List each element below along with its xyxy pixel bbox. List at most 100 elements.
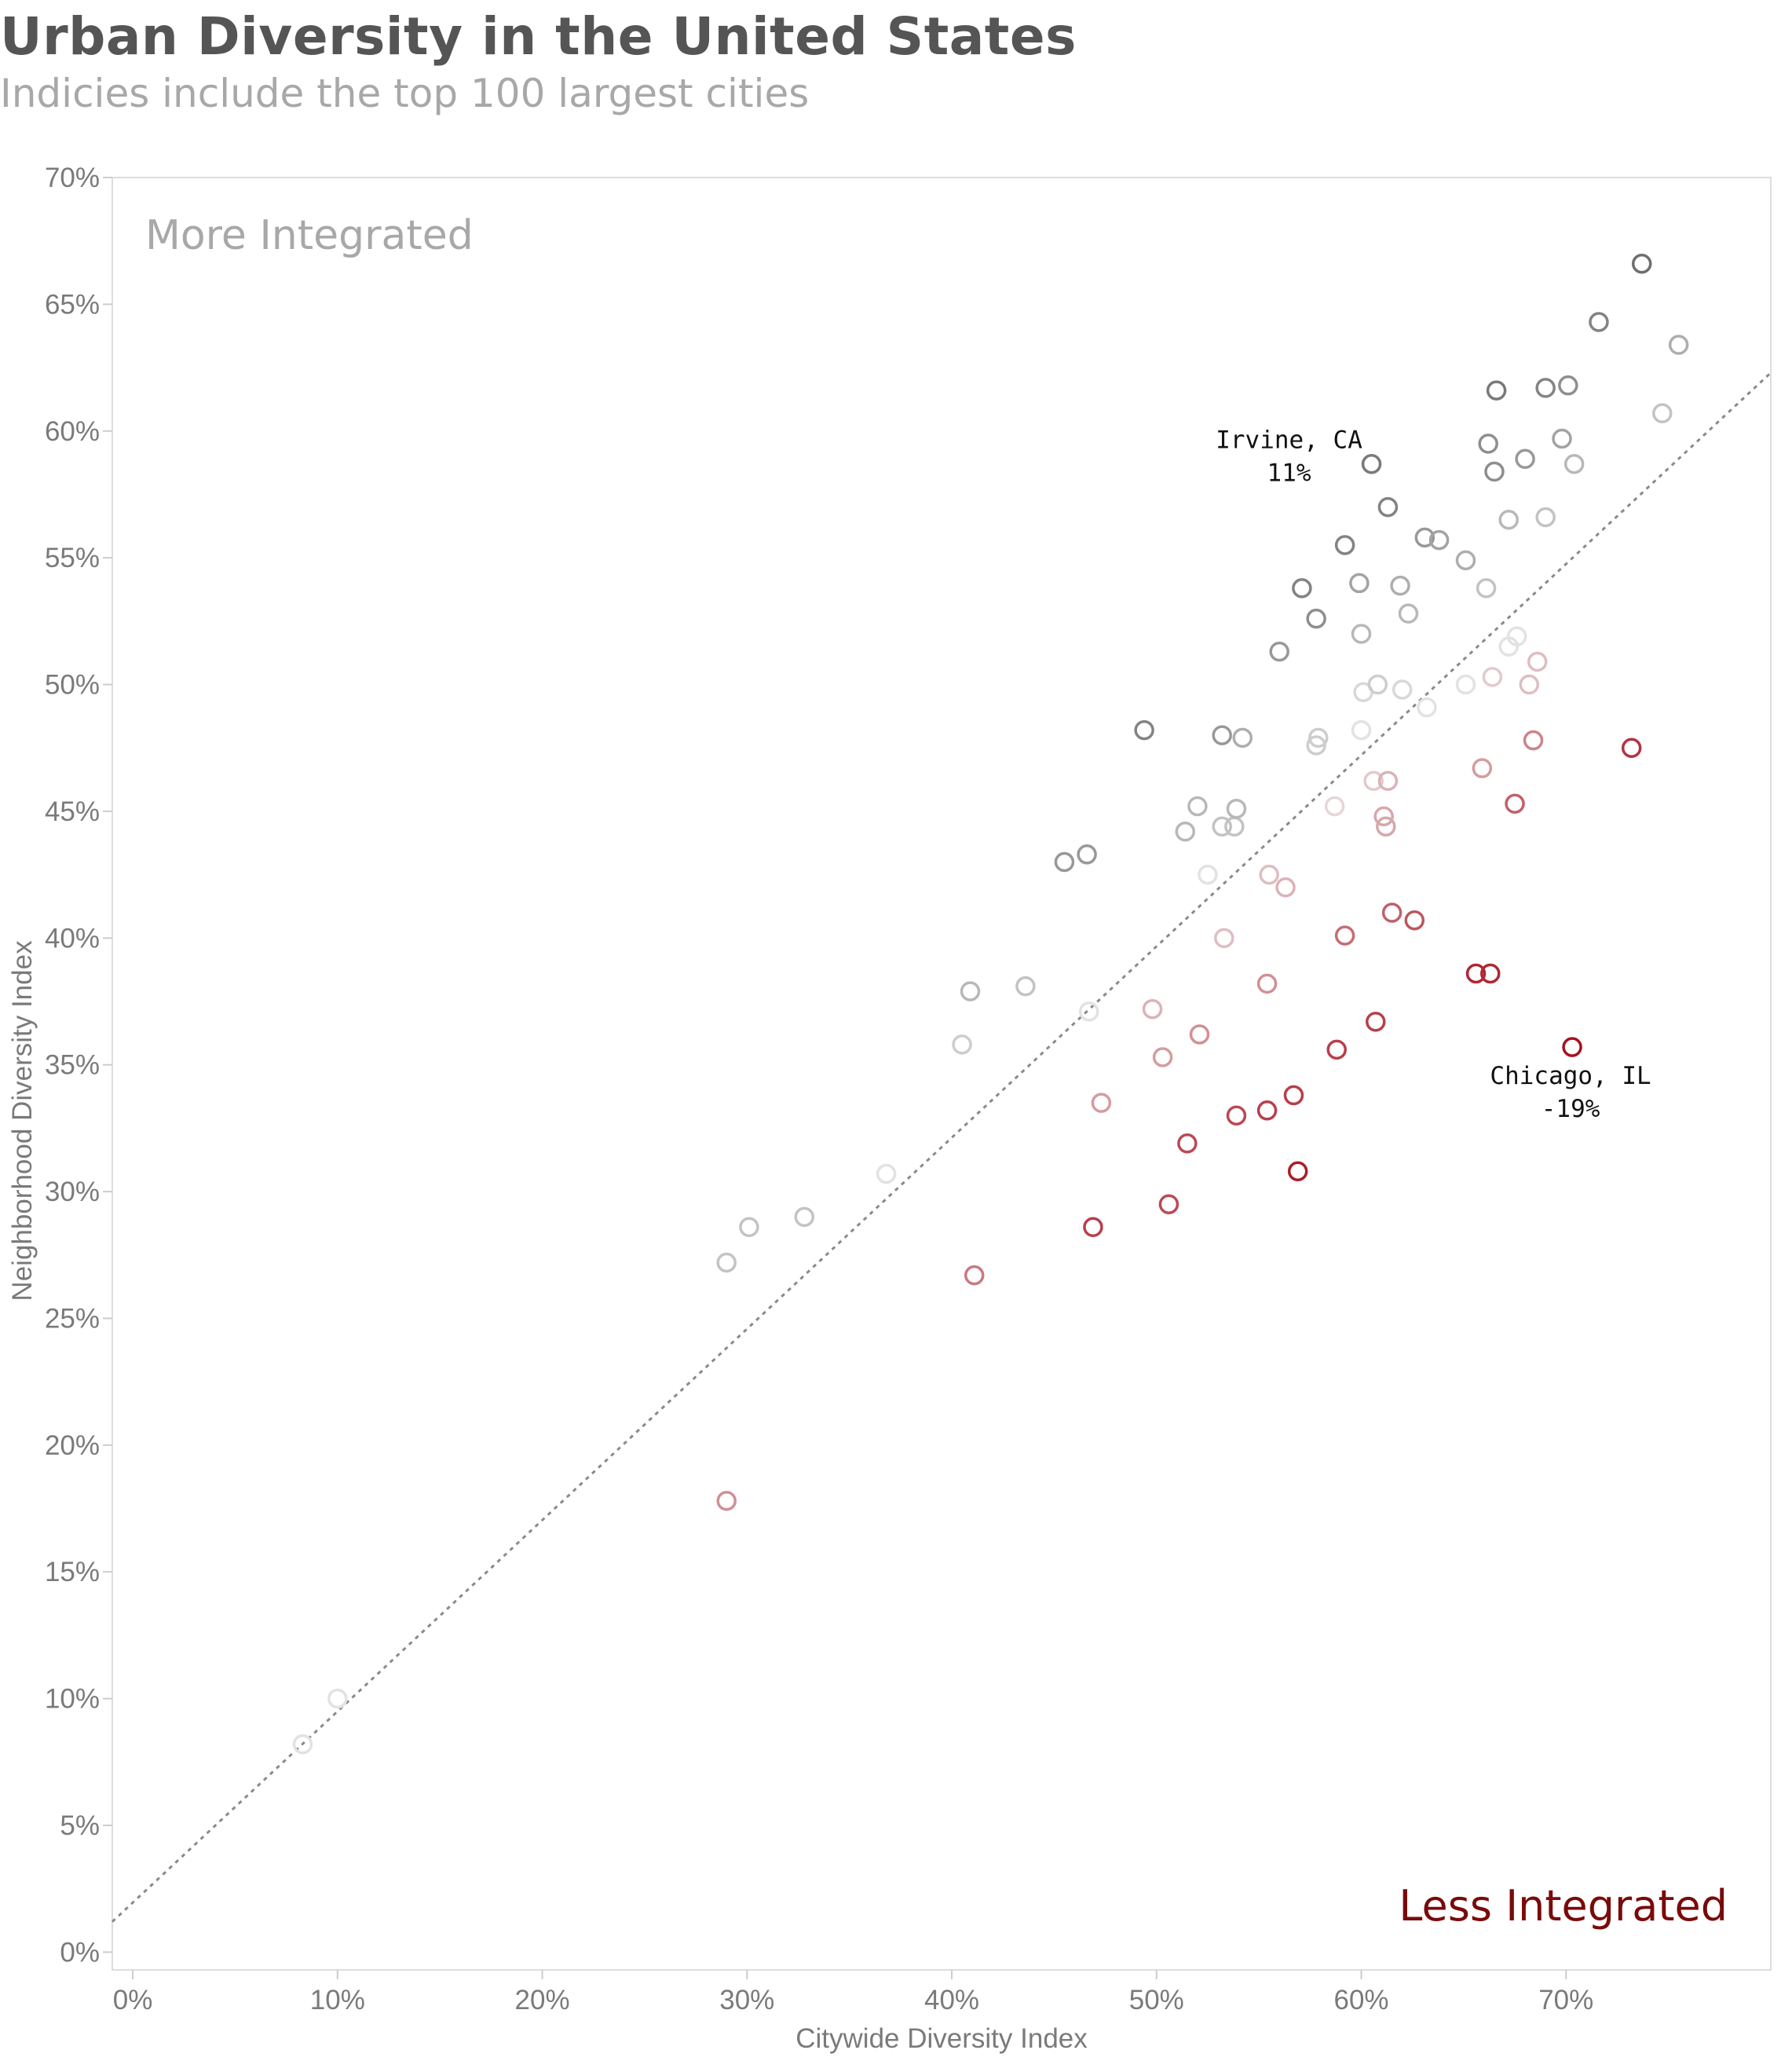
data-point — [1306, 608, 1326, 629]
data-point — [1283, 1085, 1304, 1106]
data-point — [1373, 806, 1394, 827]
data-point — [1376, 816, 1396, 837]
data-point — [1621, 738, 1642, 758]
y-tick-label: 5% — [60, 1810, 100, 1841]
data-point — [1535, 507, 1556, 528]
data-point — [952, 1034, 972, 1055]
y-tick-label: 20% — [45, 1430, 100, 1461]
data-point — [1480, 963, 1501, 984]
data-point — [1381, 902, 1402, 923]
data-point — [1308, 727, 1329, 749]
annotations: Irvine, CA 11% Chicago, IL -19% — [1216, 426, 1651, 1123]
data-point — [1256, 973, 1278, 994]
data-point — [1351, 624, 1372, 644]
data-point — [1668, 335, 1689, 355]
data-point — [1363, 771, 1384, 791]
data-point — [1256, 1100, 1278, 1121]
data-point — [1326, 1039, 1347, 1060]
data-point — [964, 1265, 985, 1286]
data-point — [1054, 851, 1075, 873]
data-point — [1361, 453, 1382, 474]
data-point — [1275, 877, 1296, 898]
chart-subtitle: Indicies include the top 100 largest cit… — [0, 71, 810, 116]
data-point — [1404, 910, 1425, 931]
data-point — [1232, 727, 1253, 749]
annotation-city: Chicago, IL — [1490, 1062, 1651, 1090]
data-point — [1189, 1024, 1210, 1045]
x-axis-label: Citywide Diversity Index — [795, 2023, 1088, 2054]
data-point — [1505, 793, 1525, 814]
data-point — [1287, 1161, 1308, 1182]
data-point — [1519, 674, 1540, 695]
data-point — [1292, 578, 1312, 599]
data-point — [1226, 798, 1247, 819]
data-point — [1367, 674, 1388, 695]
annotation-city: Irvine, CA — [1216, 426, 1362, 455]
data-point — [1349, 573, 1370, 594]
data-point — [1152, 1047, 1173, 1067]
y-tick-label: 60% — [45, 416, 100, 447]
y-tick-label: 70% — [45, 163, 100, 193]
y-tick-label: 30% — [45, 1177, 100, 1207]
data-point — [1377, 496, 1399, 518]
y-tick-label: 50% — [45, 670, 100, 701]
x-axis-ticks: 0% 10% 20% 30% 40% 50% 60% 70% — [113, 1970, 1593, 2015]
y-axis-label: Neighborhood Diversity Index — [7, 940, 38, 1301]
x-tick-label: 50% — [1129, 1985, 1184, 2015]
data-point — [1306, 735, 1326, 756]
x-tick-label: 40% — [924, 1985, 979, 2015]
data-point — [1177, 1133, 1198, 1154]
data-point — [716, 1252, 737, 1273]
data-point — [1428, 529, 1450, 551]
data-point — [876, 1163, 897, 1184]
data-point — [1417, 697, 1437, 718]
data-points — [292, 253, 1689, 1755]
y-tick-label: 25% — [45, 1303, 100, 1334]
plot-area — [112, 177, 1772, 1971]
annotation-value: 11% — [1267, 459, 1311, 488]
y-axis-ticks: 0% 5% 10% 15% 20% 25% 30% 35% 40% 45% 50% 55% 60% 65%… — [45, 163, 112, 1968]
data-point — [1259, 864, 1279, 885]
data-point — [1476, 578, 1497, 599]
x-tick-label: 20% — [515, 1985, 570, 2015]
data-point — [1212, 816, 1232, 837]
data-point — [1652, 403, 1673, 423]
data-point — [1351, 719, 1372, 741]
data-point — [1558, 375, 1578, 396]
data-point — [1214, 928, 1234, 949]
data-point — [1398, 603, 1419, 624]
data-point — [1083, 1217, 1103, 1238]
data-point — [1158, 1194, 1179, 1214]
data-point — [1212, 725, 1232, 745]
x-tick-label: 70% — [1538, 1985, 1593, 2015]
data-point — [1506, 626, 1527, 646]
data-point — [1226, 1105, 1247, 1126]
data-point — [1334, 535, 1355, 555]
data-point — [716, 1491, 737, 1511]
x-tick-label: 30% — [719, 1985, 774, 2015]
data-point — [794, 1206, 815, 1228]
data-point — [1390, 575, 1410, 596]
data-point — [1527, 651, 1548, 672]
data-point — [1562, 1037, 1582, 1057]
x-tick-label: 0% — [113, 1985, 153, 2015]
data-point — [1563, 453, 1585, 474]
y-tick-label: 0% — [60, 1937, 100, 1968]
y-tick-label: 15% — [45, 1557, 100, 1587]
data-point — [1377, 771, 1399, 791]
more-integrated-label: More Integrated — [145, 212, 474, 259]
data-point — [1535, 378, 1556, 398]
x-tick-label: 60% — [1333, 1985, 1388, 2015]
y-tick-label: 35% — [45, 1050, 100, 1081]
data-point — [1552, 428, 1572, 449]
data-point — [1631, 253, 1652, 274]
y-tick-label: 40% — [45, 923, 100, 954]
data-point — [327, 1688, 348, 1709]
data-point — [1324, 796, 1345, 817]
data-point — [1175, 822, 1196, 842]
data-point — [1392, 679, 1413, 700]
y-tick-label: 45% — [45, 796, 100, 827]
data-point — [1414, 527, 1435, 548]
data-point — [1478, 434, 1498, 454]
